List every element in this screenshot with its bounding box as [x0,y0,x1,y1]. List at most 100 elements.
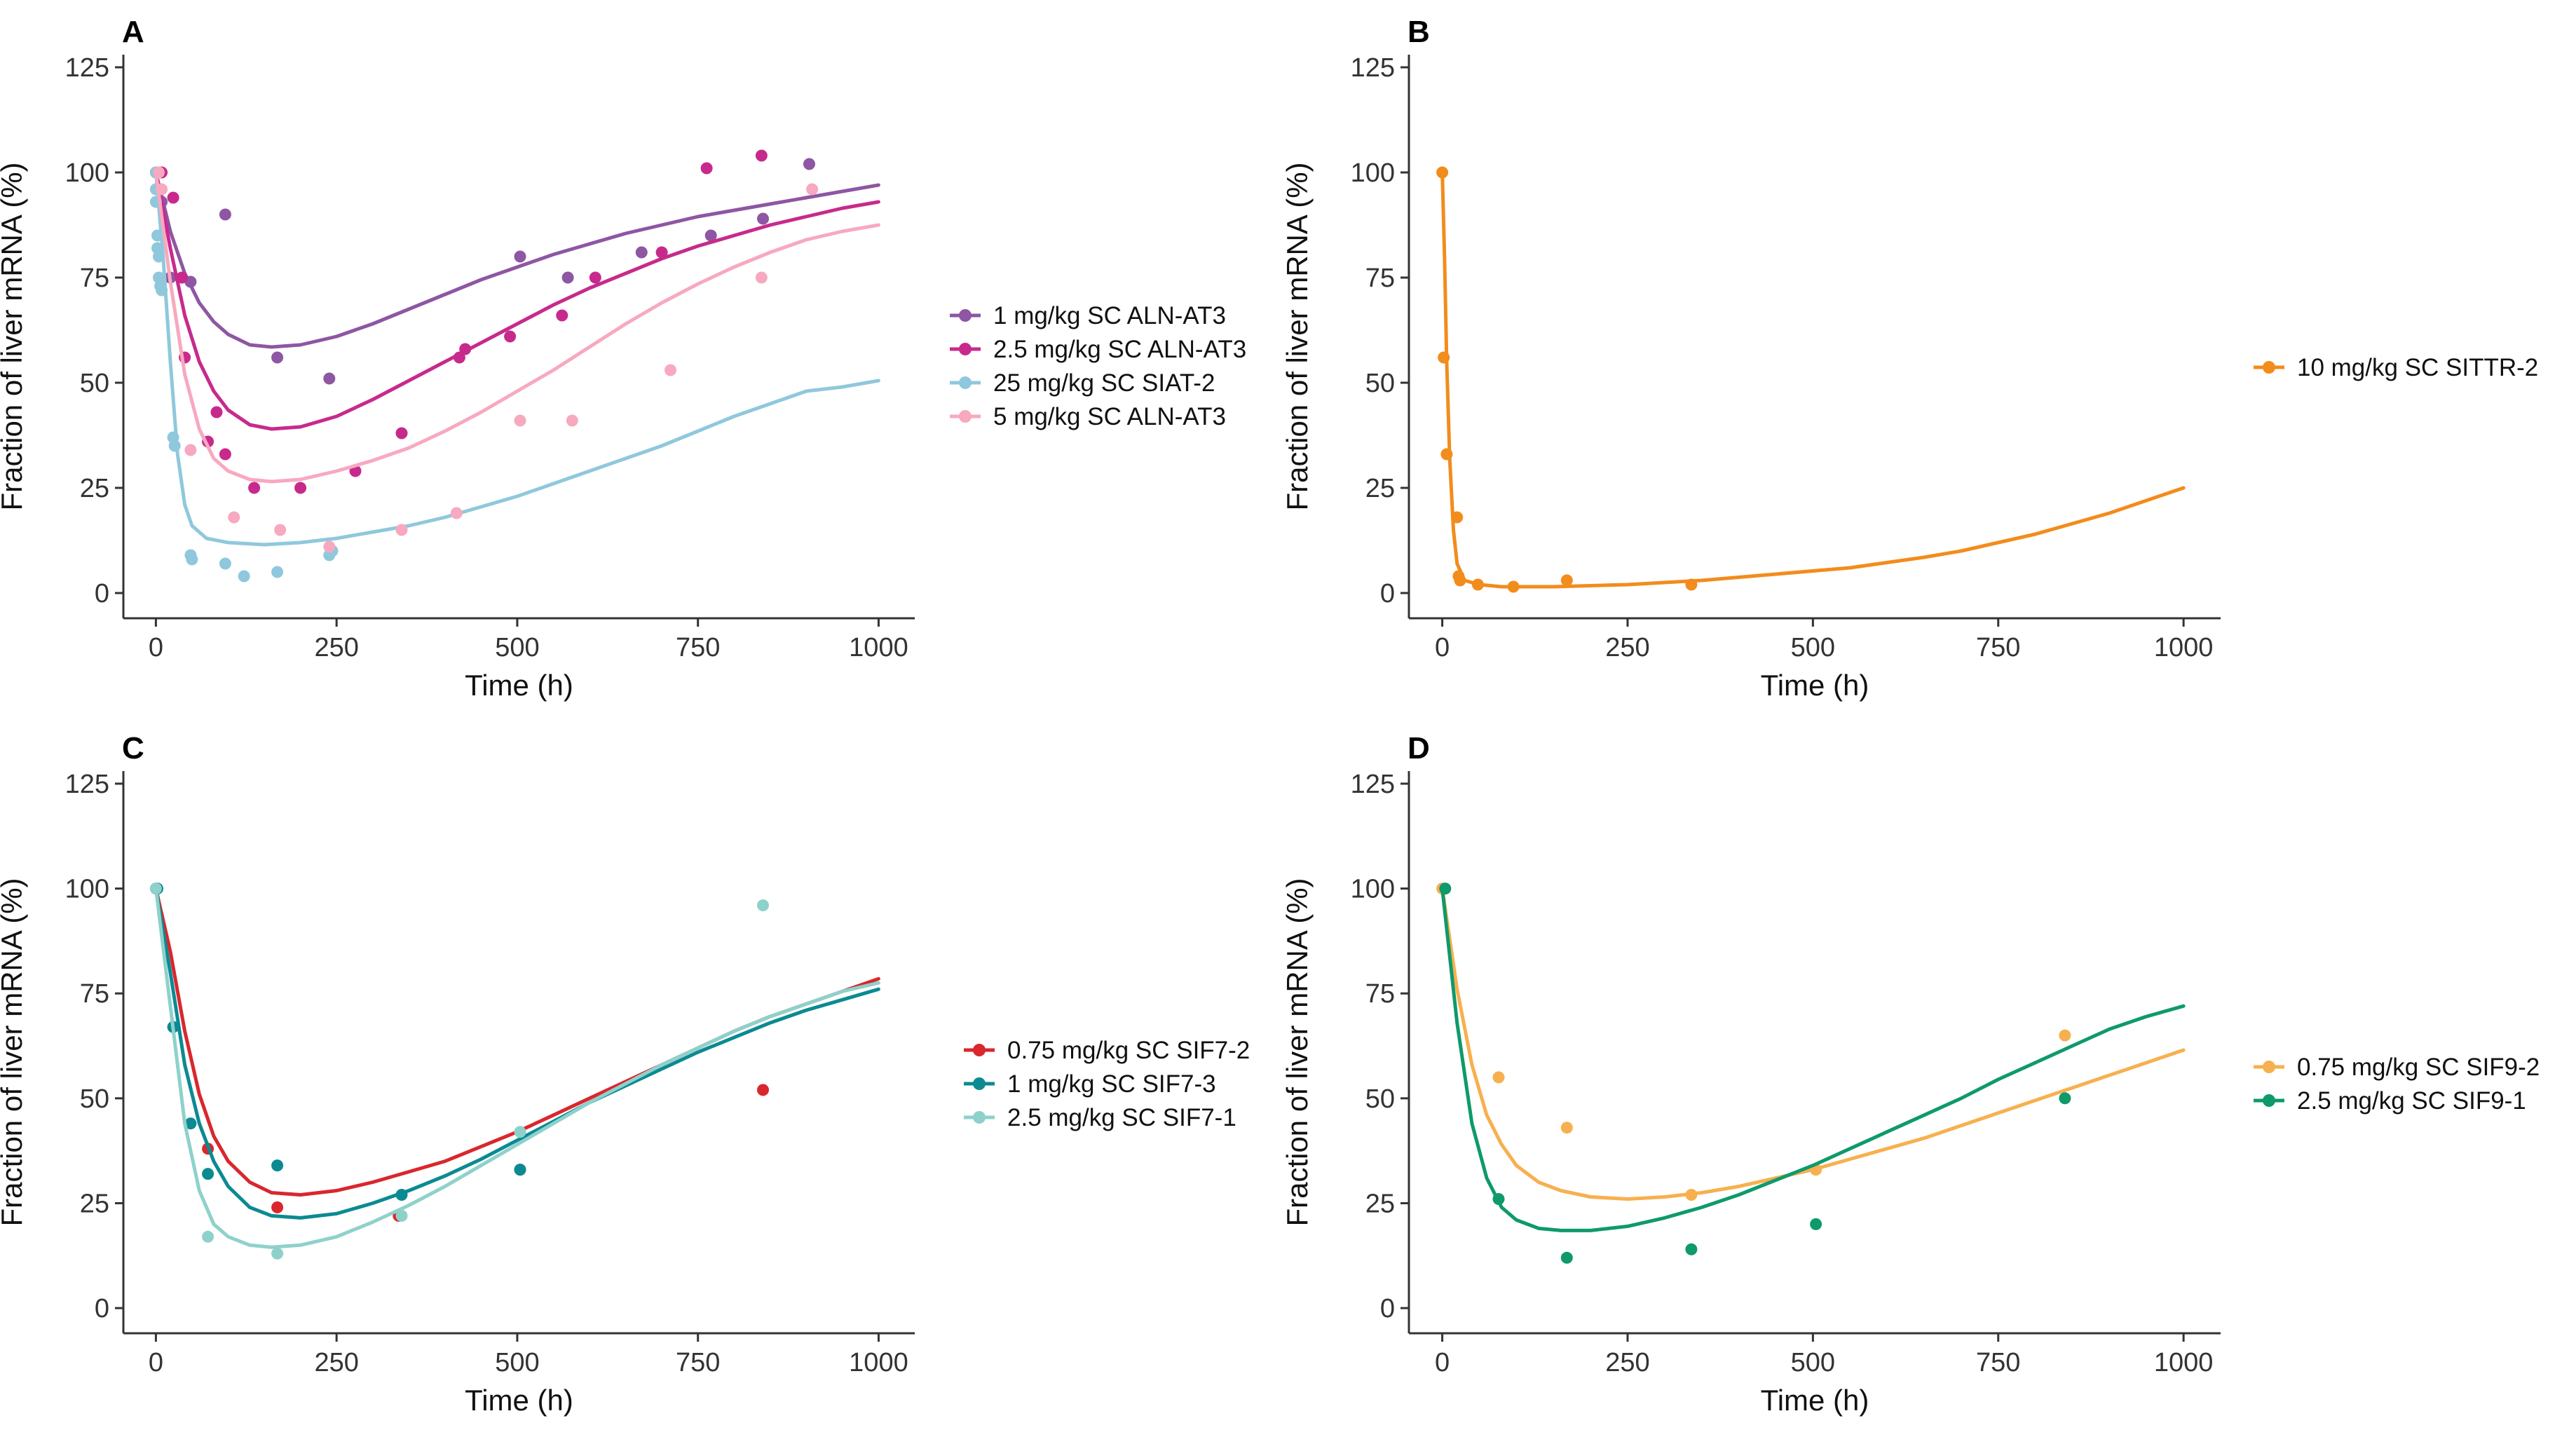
x-tick-label: 1000 [2154,633,2214,662]
panel-letter-c: C [122,731,144,765]
x-axis-title: Time (h) [1761,1384,1869,1417]
legend-label: 25 mg/kg SC SIAT-2 [993,369,1215,397]
legend-entry: 2.5 mg/kg SC SIF7-1 [964,1104,1236,1131]
data-point [1507,580,1520,593]
y-axis-title: Fraction of liver mRNA (%) [1281,878,1314,1226]
data-point [156,284,168,297]
data-point [1451,511,1464,524]
data-point [755,271,768,284]
series-a-2 [149,166,880,583]
series-d-1 [1439,883,2186,1264]
y-tick-label: 0 [1380,1294,1395,1323]
x-axis-title: Time (h) [1761,669,1869,702]
data-point [757,212,769,225]
data-point [184,444,197,456]
legend-entry: 25 mg/kg SC SIAT-2 [950,369,1215,397]
data-point [1471,578,1484,591]
data-point [1492,1071,1505,1084]
data-point [1440,448,1453,461]
data-point [395,524,408,536]
x-tick-label: 500 [1791,1348,1835,1377]
legend-point-swatch [973,1111,986,1124]
y-tick-label: 75 [80,264,109,293]
panel-letter-b: B [1408,15,1430,49]
y-tick-label: 0 [95,1294,109,1323]
data-point [167,191,179,204]
x-tick-label: 0 [149,1348,163,1377]
panel-letter-d: D [1408,731,1430,765]
x-tick-label: 250 [1605,1348,1649,1377]
data-point [395,1209,408,1222]
y-axis-title: Fraction of liver mRNA (%) [0,162,28,510]
series-fit-line [154,887,880,1249]
data-point [757,899,769,911]
data-point [228,511,240,524]
y-tick-label: 0 [1380,579,1395,608]
data-point [238,570,250,583]
data-point [1560,574,1573,587]
data-point [665,364,676,376]
x-tick-label: 750 [676,633,720,662]
data-point [1492,1193,1505,1205]
y-tick-label: 100 [1351,875,1395,904]
data-point [1685,1189,1698,1201]
data-point [514,1164,526,1176]
panel-a: A 0 25 50 75 100 125 0 250 500 750 1000 Time (h) Frac… [0,15,1246,702]
series-fit-line [1440,887,2186,1201]
data-point [219,208,231,221]
x-tick-label: 0 [149,633,163,662]
data-point [271,566,284,578]
legend-entry: 1 mg/kg SC SIF7-3 [964,1070,1216,1098]
legend-entry: 0.75 mg/kg SC SIF7-2 [964,1037,1250,1064]
y-tick-label: 75 [80,979,109,1009]
data-point [395,1189,408,1201]
data-point [635,246,648,259]
legend-point-swatch [2263,1061,2275,1073]
legend-entry: 0.75 mg/kg SC SIF9-2 [2254,1054,2540,1081]
data-point [514,1126,526,1138]
data-point [757,1084,769,1096]
data-point [450,507,463,519]
panel-b: B 0 25 50 75 100 125 0 250 500 750 1000 Time (h) Frac… [1281,15,2538,702]
data-point [176,271,188,284]
x-tick-label: 250 [314,1348,358,1377]
data-point [151,229,163,242]
data-point [453,351,465,364]
legend-label: 5 mg/kg SC ALN-AT3 [993,403,1226,430]
data-point [156,183,168,196]
x-tick-label: 500 [495,633,539,662]
legend-point-swatch [959,309,972,322]
data-point [202,1230,214,1243]
data-point [566,414,578,427]
x-tick-label: 1000 [849,1348,908,1377]
data-point [504,330,517,343]
y-tick-label: 50 [80,369,109,398]
data-point [755,149,768,162]
y-tick-label: 125 [1351,53,1395,83]
x-tick-label: 500 [495,1348,539,1377]
data-point [186,553,198,566]
x-tick-label: 0 [1435,1348,1450,1377]
data-point [202,1168,214,1180]
data-point [1685,578,1698,591]
data-point [149,883,162,895]
x-tick-label: 1000 [849,633,908,662]
y-tick-label: 75 [1365,979,1395,1009]
data-point [168,440,181,452]
legend-label: 2.5 mg/kg SC SIF9-1 [2297,1087,2526,1115]
y-tick-label: 100 [65,158,109,188]
y-tick-label: 75 [1365,264,1395,293]
data-point [153,250,165,263]
y-tick-label: 125 [1351,770,1395,799]
data-point [514,250,526,263]
data-point [561,271,574,284]
y-tick-label: 100 [65,875,109,904]
data-point [184,1117,197,1130]
y-tick-label: 25 [1365,1189,1395,1218]
data-point [294,482,307,494]
legend-label: 10 mg/kg SC SITTR-2 [2297,354,2538,381]
data-point [806,183,819,196]
data-point [210,406,223,418]
data-point [271,351,284,364]
